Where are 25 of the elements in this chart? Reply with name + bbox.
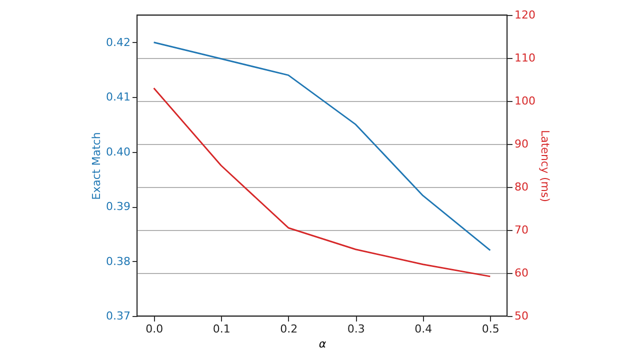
y-tick-label: 0.39 [106, 200, 130, 214]
y2-tick-label: 110 [514, 52, 536, 64]
y-tick-label: 0.38 [106, 254, 130, 268]
y-tick-label: 0.42 [106, 36, 130, 49]
x-tick-label: 0.2 [280, 322, 298, 336]
y2-axis-title: Latency (ms) [538, 130, 552, 202]
x-tick-label: 0.1 [212, 322, 230, 336]
x-tick-label: 0.3 [347, 322, 365, 336]
x-tick-label: 0.5 [482, 322, 500, 336]
y-tick-label: 0.37 [106, 310, 130, 322]
y2-tick-label: 50 [514, 310, 528, 322]
x-tick-label: 0.0 [146, 322, 164, 336]
y2-tick-label: 100 [514, 94, 536, 108]
line-series [153, 87, 491, 278]
y2-tick-label: 120 [514, 8, 536, 22]
y2-tick-label: 90 [514, 138, 528, 150]
x-tick-label: 0.4 [414, 322, 432, 336]
y-axis-title: Exact Match [90, 132, 104, 200]
y2-tick-label: 70 [514, 224, 528, 236]
y-tick-label: 0.40 [106, 145, 130, 158]
line-series [153, 42, 491, 252]
y-tick-label: 0.41 [106, 90, 130, 104]
x-axis-title: α [318, 338, 327, 350]
y2-tick-label: 80 [514, 180, 528, 194]
y2-tick-label: 60 [514, 266, 528, 280]
